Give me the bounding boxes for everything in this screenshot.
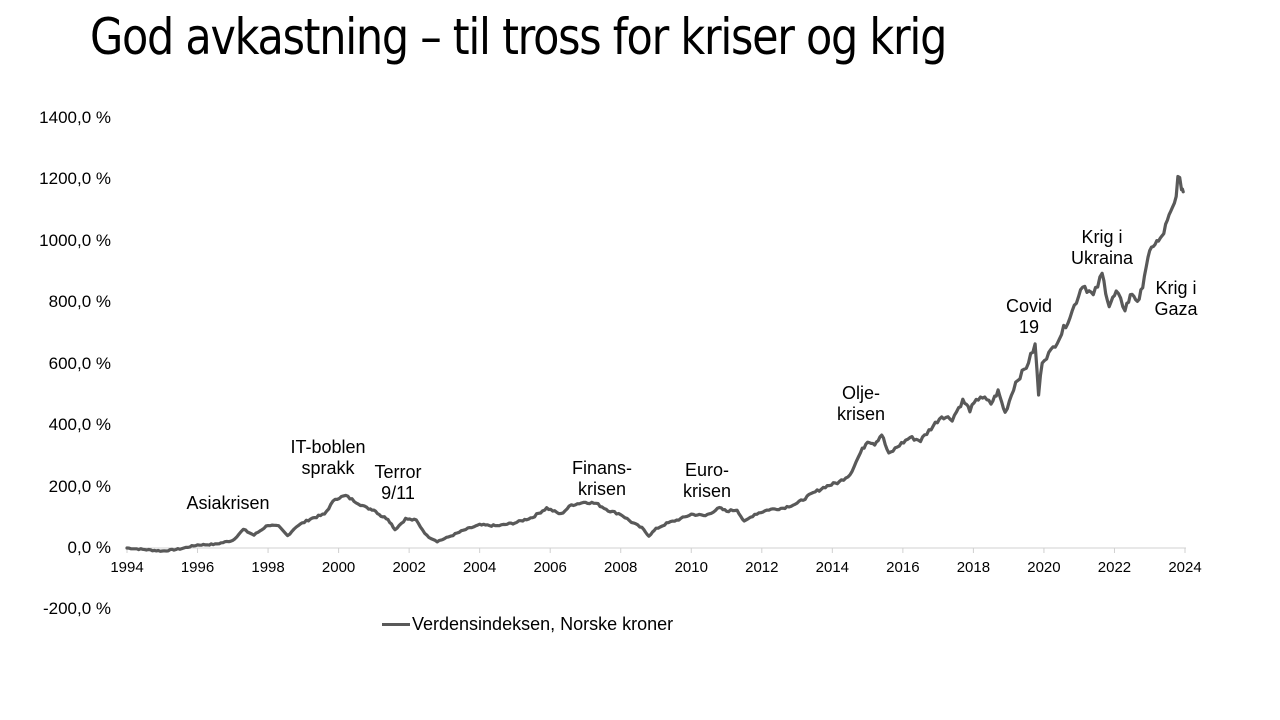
x-tick-label: 2022 xyxy=(1097,559,1132,576)
y-tick-label: 600,0 % xyxy=(48,353,111,373)
legend: Verdensindeksen, Norske kroner xyxy=(382,614,673,635)
x-tick-label: 2002 xyxy=(392,559,426,576)
x-tick-label: 2016 xyxy=(886,559,920,576)
legend-line-swatch xyxy=(382,623,410,626)
x-tick-label: 1996 xyxy=(180,559,215,576)
y-tick-label: 1000,0 % xyxy=(39,230,111,250)
x-tick-label: 1998 xyxy=(251,559,285,576)
y-tick-label: 0,0 % xyxy=(67,538,111,557)
event-annotation: Finans-krisen xyxy=(571,458,633,499)
event-annotation: Euro-krisen xyxy=(682,460,732,501)
y-tick-label: 200,0 % xyxy=(48,476,111,496)
event-annotation: Terror 9/11 xyxy=(374,462,422,503)
series-line-verdensindeksen xyxy=(125,174,1185,553)
x-tick-label: 2012 xyxy=(745,559,779,576)
event-annotation: Asiakrisen xyxy=(186,493,270,513)
event-annotation: Olje-krisen xyxy=(836,383,886,424)
x-tick-label: 2004 xyxy=(462,559,497,576)
event-annotation: Krig i Ukraina xyxy=(1070,227,1134,268)
x-tick-label: 2018 xyxy=(956,559,991,576)
event-annotation: IT-boblen sprakk xyxy=(290,437,366,478)
x-tick-label: 2010 xyxy=(674,559,708,576)
x-tick-label: 2000 xyxy=(321,559,356,576)
y-tick-label: 1200,0 % xyxy=(39,169,111,189)
x-tick-marks xyxy=(126,548,1186,553)
y-tick-label: 800,0 % xyxy=(48,292,111,312)
x-tick-label: 2024 xyxy=(1168,559,1202,576)
y-tick-label: 400,0 % xyxy=(48,415,111,435)
x-tick-label: 2006 xyxy=(533,559,567,576)
legend-label: Verdensindeksen, Norske kroner xyxy=(412,614,674,634)
event-annotation: Krig i Gaza xyxy=(1154,278,1198,319)
event-annotation: Covid 19 xyxy=(1005,296,1053,337)
x-tick-label: 2014 xyxy=(815,559,850,576)
y-tick-label: -200,0 % xyxy=(42,599,111,619)
chart-title: God avkastning – til tross for kriser og… xyxy=(90,8,947,66)
x-tick-label: 2020 xyxy=(1027,559,1061,576)
y-tick-label: 1400,0 % xyxy=(39,108,111,128)
x-tick-label: 2008 xyxy=(604,559,638,576)
x-tick-label: 1994 xyxy=(110,559,144,576)
